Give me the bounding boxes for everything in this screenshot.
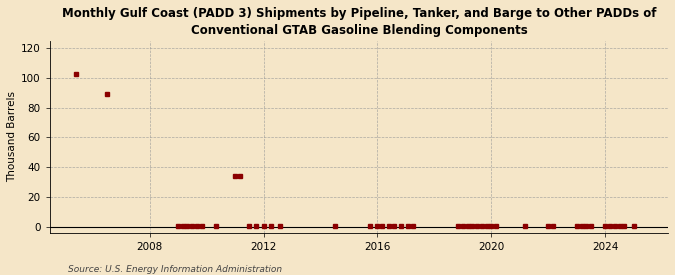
Text: Source: U.S. Energy Information Administration: Source: U.S. Energy Information Administ…: [68, 265, 281, 274]
Y-axis label: Thousand Barrels: Thousand Barrels: [7, 91, 17, 182]
Title: Monthly Gulf Coast (PADD 3) Shipments by Pipeline, Tanker, and Barge to Other PA: Monthly Gulf Coast (PADD 3) Shipments by…: [61, 7, 656, 37]
